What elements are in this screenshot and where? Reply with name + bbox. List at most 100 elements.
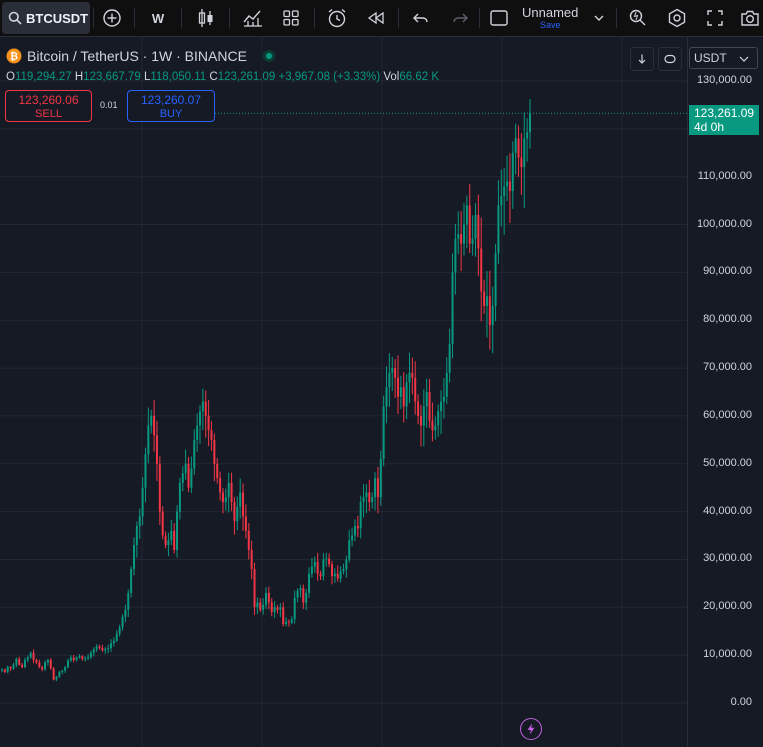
candle-body xyxy=(155,435,158,464)
candle-body xyxy=(167,540,170,546)
candle-body xyxy=(319,573,322,577)
candle-body xyxy=(296,590,299,598)
candle-body xyxy=(376,478,379,498)
candle-body xyxy=(101,647,104,651)
chart-area[interactable]: 0.00 10,000.00 20,000.00 30,000.00 40,000.00… xyxy=(0,37,763,747)
candle-body xyxy=(9,667,12,669)
ohlc-values: O119,294.27 H123,667.79 L118,050.11 C123… xyxy=(6,71,439,83)
price-chart[interactable] xyxy=(0,37,687,747)
replay-icon xyxy=(367,11,384,25)
candle-body xyxy=(414,377,417,402)
candle-body xyxy=(52,668,55,680)
candle-body xyxy=(210,430,213,440)
buy-button[interactable]: 123,260.07 BUY xyxy=(127,90,215,122)
alert-button[interactable] xyxy=(324,0,350,36)
candle-body xyxy=(445,372,448,397)
screenshot-button[interactable] xyxy=(738,0,762,36)
layout-menu-button[interactable] xyxy=(590,0,608,36)
indicators-button[interactable] xyxy=(240,0,266,36)
price-axis[interactable]: 0.00 10,000.00 20,000.00 30,000.00 40,000.00… xyxy=(687,37,763,747)
candle-body xyxy=(331,564,333,577)
currency-label: USDT xyxy=(694,51,727,65)
replay-button[interactable] xyxy=(363,0,389,36)
candle-body xyxy=(316,561,319,574)
svg-text:₿: ₿ xyxy=(10,51,18,63)
candle-body xyxy=(351,535,354,541)
candle-body xyxy=(253,569,256,608)
candle-body xyxy=(325,558,328,560)
candle-body xyxy=(250,549,253,570)
flash-button[interactable] xyxy=(520,718,542,740)
quick-search-button[interactable] xyxy=(625,0,651,36)
candle-body xyxy=(121,616,124,628)
candle-body xyxy=(227,482,230,498)
candle-body xyxy=(339,571,342,579)
spread-value: 0.01 xyxy=(100,100,118,110)
add-symbol-button[interactable] xyxy=(100,0,124,36)
symbol-legend: ₿ Bitcoin / TetherUS · 1W · BINANCE xyxy=(6,48,275,64)
symbol-search-button[interactable]: BTCUSDT xyxy=(2,2,90,34)
undo-button[interactable] xyxy=(409,0,433,36)
price-tick-label: 70,000.00 xyxy=(703,361,752,374)
candle-body xyxy=(336,573,339,579)
candle-body xyxy=(204,401,207,416)
layout-icon xyxy=(490,10,508,26)
candle-body xyxy=(356,525,359,529)
add-symbol-icon xyxy=(103,9,121,27)
candle-body xyxy=(144,454,147,488)
fullscreen-button[interactable] xyxy=(702,0,728,36)
candle-body xyxy=(158,463,161,512)
candle-body xyxy=(333,573,336,577)
buy-price: 123,260.07 xyxy=(140,93,202,107)
candle-body xyxy=(173,530,176,550)
templates-button[interactable] xyxy=(278,0,304,36)
candle-body xyxy=(282,607,285,625)
sell-button[interactable]: 123,260.06 SELL xyxy=(5,90,92,122)
candle-body xyxy=(359,502,362,529)
candle-body xyxy=(310,566,313,574)
settings-icon xyxy=(668,8,686,28)
candle-body xyxy=(44,662,47,670)
currency-select[interactable]: USDT xyxy=(689,47,758,69)
candle-body xyxy=(520,157,523,168)
candle-body xyxy=(285,621,288,625)
candle-body xyxy=(207,415,210,431)
settings-button[interactable] xyxy=(664,0,690,36)
interval-button[interactable]: W xyxy=(151,10,165,26)
last-price-label: 123,261.09 4d 0h xyxy=(689,105,759,135)
candle-body xyxy=(201,401,204,412)
candle-body xyxy=(150,415,153,426)
candle-body xyxy=(417,401,420,416)
candle-body xyxy=(138,516,141,526)
candle-body xyxy=(488,296,491,326)
candle-body xyxy=(477,214,480,249)
price-tick-label: 0.00 xyxy=(730,696,752,708)
price-tick-label: 80,000.00 xyxy=(703,313,752,326)
candle-body xyxy=(523,138,526,168)
candle-body xyxy=(216,463,219,479)
last-price-value: 123,261.09 xyxy=(694,106,755,120)
candle-body xyxy=(29,652,32,658)
candle-body xyxy=(213,439,216,464)
candle-body xyxy=(41,667,44,670)
layout-button[interactable] xyxy=(486,0,512,36)
sync-button[interactable] xyxy=(658,47,682,71)
candle-body xyxy=(362,497,365,503)
candle-body xyxy=(12,664,15,669)
volume-label: Vol xyxy=(383,71,400,83)
candle-body xyxy=(460,234,463,244)
redo-button[interactable] xyxy=(448,0,472,36)
layout-name-button[interactable]: Unnamed Save xyxy=(518,0,584,36)
candle-body xyxy=(437,411,440,426)
candle-body xyxy=(84,658,87,660)
candle-body xyxy=(61,670,64,672)
candle-body xyxy=(279,607,282,610)
chart-type-button[interactable] xyxy=(194,0,218,36)
candle-body xyxy=(26,657,29,660)
candle-body xyxy=(259,602,262,610)
candle-body xyxy=(431,420,434,431)
download-button[interactable] xyxy=(630,47,654,71)
candle-body xyxy=(491,305,494,326)
low-value: 118,050.11 xyxy=(150,71,207,83)
sell-label: SELL xyxy=(35,108,62,120)
